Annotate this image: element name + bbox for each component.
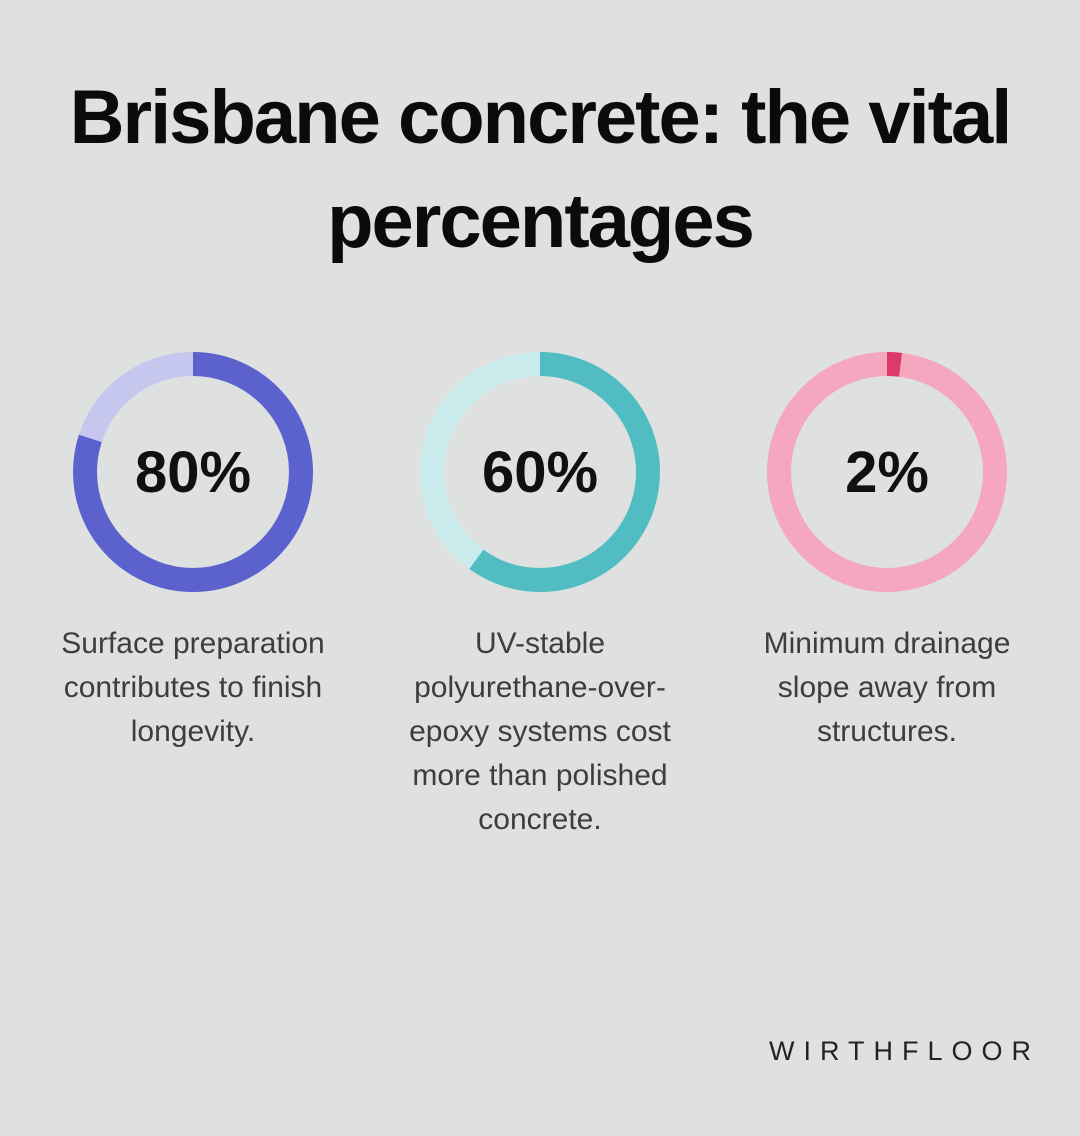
brand-logo-text: WIRTHFLOOR — [769, 1036, 1040, 1066]
percent-label: 80% — [134, 439, 252, 505]
chart-column-uv-stable-systems: 60% UV-stable polyurethane-over-epoxy sy… — [385, 352, 695, 842]
chart-caption: UV-stable polyurethane-over-epoxy system… — [409, 627, 671, 836]
donut-value-arc — [73, 352, 313, 592]
donut-ring-svg — [767, 352, 1007, 592]
infographic-page: Brisbane concrete: the vital percentages… — [0, 66, 1080, 1136]
donut-chart-row: 80% Surface preparation contributes to f… — [0, 352, 1080, 842]
percent-label: 60% — [481, 439, 599, 505]
percent-label: 2% — [845, 439, 929, 505]
donut-chart-60: 60% — [420, 352, 660, 592]
chart-column-surface-preparation: 80% Surface preparation contributes to f… — [38, 352, 348, 842]
donut-chart-80: 80% — [73, 352, 313, 592]
page-title: Brisbane concrete: the vital percentages — [69, 75, 1013, 264]
chart-caption: Surface preparation contributes to finis… — [61, 627, 325, 748]
chart-caption: Minimum drainage slope away from structu… — [763, 627, 1011, 748]
donut-ring-svg — [73, 352, 313, 592]
chart-column-drainage-slope: 2% Minimum drainage slope away from stru… — [732, 352, 1042, 842]
donut-chart-2: 2% — [767, 352, 1007, 592]
donut-ring-svg — [420, 352, 660, 592]
donut-value-arc — [767, 352, 1007, 592]
donut-value-arc — [420, 352, 660, 592]
